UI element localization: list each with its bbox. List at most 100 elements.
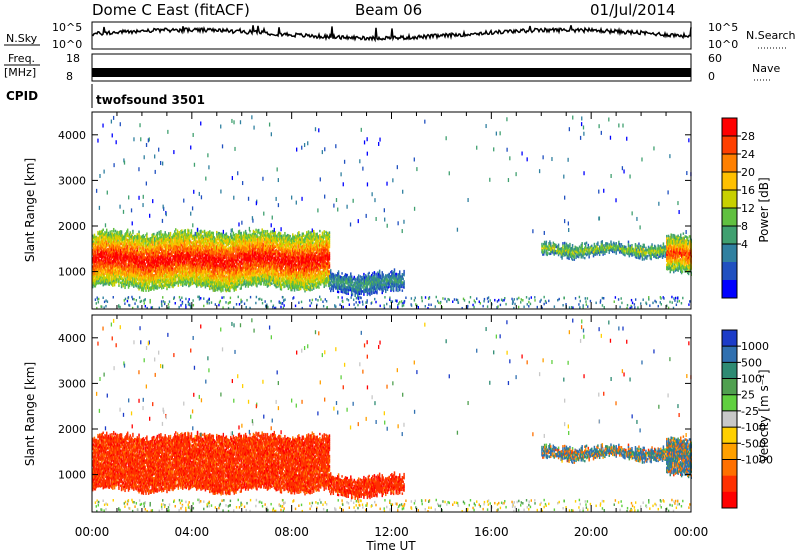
data-cell xyxy=(154,245,157,249)
data-cell xyxy=(247,246,249,249)
data-cell xyxy=(180,250,182,253)
data-cell xyxy=(245,271,248,274)
data-cell xyxy=(213,287,215,290)
data-cell xyxy=(131,240,133,244)
data-cell xyxy=(278,260,280,263)
data-cell xyxy=(219,266,222,269)
data-cell xyxy=(195,270,198,274)
data-cell xyxy=(221,286,223,289)
data-cell xyxy=(109,236,111,240)
data-cell xyxy=(252,262,255,266)
data-cell xyxy=(109,248,111,252)
data-cell xyxy=(179,242,181,245)
data-cell xyxy=(257,257,260,261)
data-cell xyxy=(143,266,146,270)
data-cell xyxy=(127,271,130,275)
data-cell xyxy=(195,252,198,255)
data-cell xyxy=(211,274,214,278)
data-cell xyxy=(267,249,270,252)
data-cell xyxy=(198,268,201,271)
data-cell xyxy=(148,245,151,249)
data-cell xyxy=(214,283,216,286)
data-cell xyxy=(156,238,159,241)
data-cell xyxy=(162,278,165,281)
data-cell xyxy=(158,243,160,246)
data-cell xyxy=(222,270,224,274)
data-cell xyxy=(174,238,177,241)
data-cell xyxy=(218,240,221,243)
data-cell xyxy=(257,243,259,247)
data-cell xyxy=(103,250,105,253)
data-cell xyxy=(125,244,127,247)
data-cell xyxy=(161,262,163,265)
data-cell xyxy=(224,272,227,275)
data-cell xyxy=(97,232,99,236)
data-cell xyxy=(232,272,235,276)
data-cell xyxy=(103,233,105,237)
data-cell xyxy=(141,253,144,256)
data-cell xyxy=(263,238,265,241)
data-cell xyxy=(119,232,122,235)
data-cell xyxy=(216,278,219,282)
data-cell xyxy=(207,235,209,238)
data-cell xyxy=(208,272,210,275)
data-cell xyxy=(104,241,106,244)
data-cell xyxy=(207,259,209,263)
data-cell xyxy=(241,250,243,253)
data-cell xyxy=(227,254,229,257)
data-cell xyxy=(141,286,144,289)
data-cell xyxy=(202,236,205,240)
data-cell xyxy=(126,249,129,252)
beam-title: Beam 06 xyxy=(355,1,422,19)
data-cell xyxy=(154,282,157,286)
data-cell xyxy=(201,280,203,284)
data-cell xyxy=(110,233,112,236)
data-cell xyxy=(180,260,182,264)
data-cell xyxy=(92,261,94,264)
data-cell xyxy=(226,280,228,283)
data-cell xyxy=(140,250,142,254)
data-cell xyxy=(98,234,101,238)
data-cell xyxy=(269,283,271,287)
data-cell xyxy=(264,246,267,250)
data-cell xyxy=(236,268,238,272)
data-cell xyxy=(98,273,101,277)
data-cell xyxy=(225,279,228,283)
data-cell xyxy=(142,260,145,264)
data-cell xyxy=(112,266,115,270)
data-cell xyxy=(151,248,153,251)
data-cell xyxy=(140,258,143,261)
data-cell xyxy=(119,247,121,250)
data-cell xyxy=(243,258,245,261)
data-cell xyxy=(166,248,168,252)
data-cell xyxy=(220,232,222,236)
data-cell xyxy=(226,237,228,240)
data-cell xyxy=(221,234,223,238)
data-cell xyxy=(202,283,205,287)
data-cell xyxy=(168,238,171,242)
data-cell xyxy=(175,232,178,236)
data-cell xyxy=(113,279,116,283)
data-cell xyxy=(227,237,229,241)
data-cell xyxy=(149,280,152,283)
data-cell xyxy=(107,254,110,257)
data-cell xyxy=(234,287,236,290)
data-cell xyxy=(255,257,257,260)
data-cell xyxy=(184,276,187,279)
data-cell xyxy=(255,271,257,275)
data-cell xyxy=(271,272,273,275)
data-cell xyxy=(151,252,153,255)
data-cell xyxy=(220,261,222,264)
data-cell xyxy=(210,276,213,280)
data-cell xyxy=(141,239,144,242)
data-cell xyxy=(235,286,237,289)
data-cell xyxy=(227,280,229,284)
data-cell xyxy=(147,276,149,279)
data-cell xyxy=(115,237,118,241)
data-cell xyxy=(250,275,253,279)
data-cell xyxy=(117,249,119,252)
data-cell xyxy=(92,259,94,262)
data-cell xyxy=(154,286,156,289)
data-cell xyxy=(153,265,155,269)
data-cell xyxy=(188,282,191,285)
